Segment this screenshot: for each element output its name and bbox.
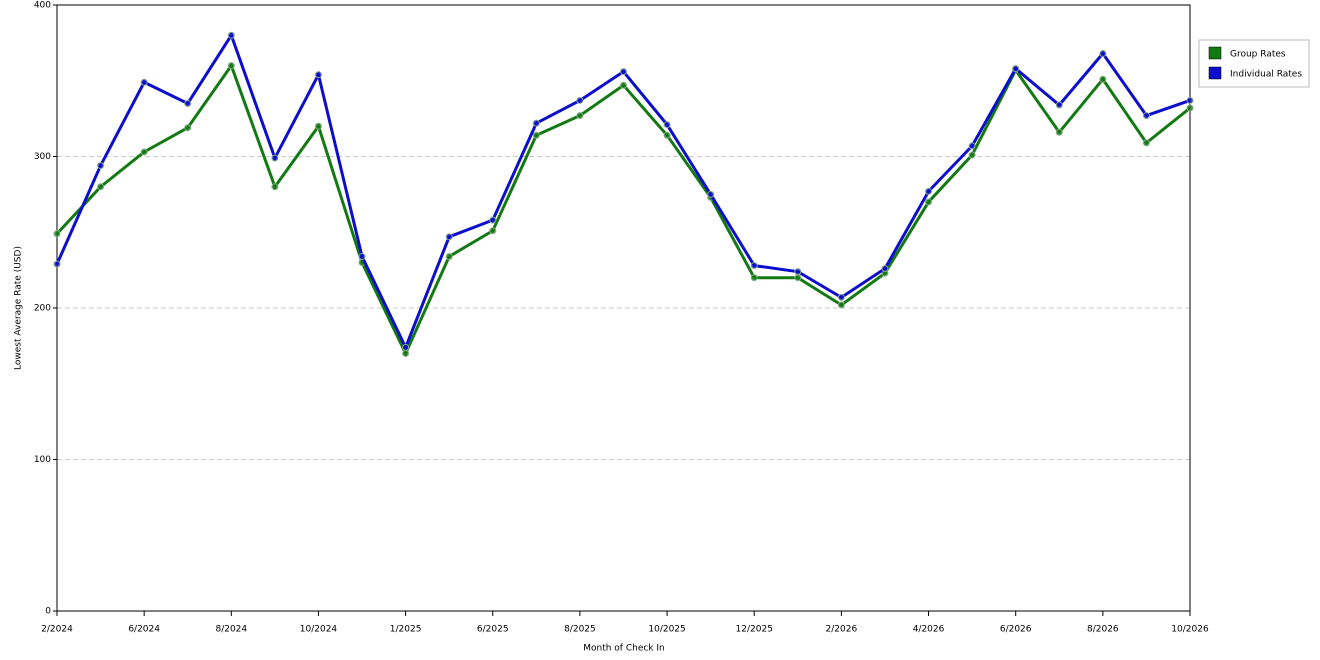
point — [532, 131, 540, 139]
point — [968, 151, 976, 159]
point — [1055, 128, 1063, 136]
point — [925, 198, 933, 206]
series-line — [55, 62, 1191, 358]
point — [794, 274, 802, 282]
point — [53, 260, 61, 268]
x-axis-label: Month of Check In — [583, 644, 665, 654]
point — [97, 183, 105, 191]
point — [1099, 49, 1107, 57]
plot-frame — [56, 4, 1191, 612]
point — [271, 183, 279, 191]
point — [445, 252, 453, 260]
point — [445, 233, 453, 241]
y-tick-label: 200 — [34, 304, 51, 314]
point — [314, 122, 322, 130]
point — [1142, 139, 1150, 147]
point — [532, 119, 540, 127]
point — [1012, 65, 1020, 73]
point — [620, 81, 627, 89]
x-tick-label: 6/2026 — [1000, 625, 1032, 635]
x-tick-label: 8/2026 — [1087, 625, 1119, 635]
point — [402, 349, 410, 357]
point — [707, 190, 715, 198]
y-axis-label: Lowest Average Rate (USD) — [14, 246, 24, 370]
point — [837, 293, 845, 301]
x-tick-label: 10/2026 — [1171, 625, 1209, 635]
point — [750, 274, 758, 282]
point — [184, 124, 192, 132]
point — [1186, 96, 1194, 104]
point — [227, 62, 235, 70]
y-tick-label: 400 — [34, 1, 51, 11]
point — [489, 227, 497, 235]
point — [925, 187, 933, 195]
point — [358, 252, 366, 260]
point — [663, 121, 671, 129]
x-tick-label: 2/2024 — [41, 625, 73, 635]
point — [140, 148, 148, 156]
point — [663, 131, 671, 139]
point — [314, 71, 322, 79]
point — [750, 262, 758, 270]
point — [140, 78, 148, 86]
point — [837, 301, 845, 309]
x-tick-label: 6/2024 — [128, 625, 160, 635]
x-tick-label: 2/2026 — [826, 625, 858, 635]
point — [227, 31, 235, 39]
x-tick-label: 8/2025 — [564, 625, 596, 635]
point — [184, 99, 192, 107]
point — [1055, 101, 1063, 109]
point — [576, 112, 584, 120]
point — [1099, 75, 1107, 83]
point — [1142, 112, 1150, 120]
point — [794, 268, 802, 276]
point — [97, 162, 105, 170]
y-tick-label: 300 — [34, 152, 51, 162]
point — [271, 154, 279, 162]
legend-swatch — [1208, 66, 1222, 80]
legend-swatch — [1208, 46, 1222, 60]
y-tick-label: 0 — [45, 607, 51, 617]
x-tick-label: 6/2025 — [477, 625, 509, 635]
x-tick-label: 12/2025 — [736, 625, 773, 635]
point — [53, 230, 61, 238]
point — [489, 216, 497, 224]
legend-label: Individual Rates — [1230, 70, 1302, 80]
x-tick-label: 1/2025 — [390, 625, 422, 635]
point — [968, 142, 976, 150]
x-tick-label: 4/2026 — [913, 625, 945, 635]
point — [620, 68, 627, 76]
legend-label: Group Rates — [1230, 50, 1286, 60]
x-tick-label: 10/2025 — [648, 625, 685, 635]
point — [576, 96, 584, 104]
point — [402, 343, 410, 351]
point — [881, 265, 889, 273]
point — [1186, 104, 1194, 112]
x-tick-label: 8/2024 — [215, 625, 247, 635]
y-tick-label: 100 — [34, 455, 51, 465]
x-tick-label: 10/2024 — [300, 625, 338, 635]
